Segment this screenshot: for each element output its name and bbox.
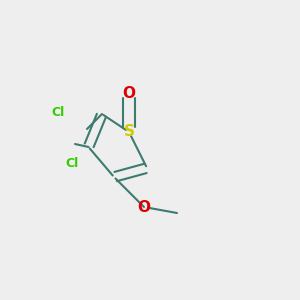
Text: O: O — [122, 85, 136, 100]
Text: S: S — [124, 124, 134, 140]
Text: Cl: Cl — [65, 157, 79, 170]
Text: O: O — [137, 200, 151, 214]
Text: Cl: Cl — [52, 106, 65, 119]
